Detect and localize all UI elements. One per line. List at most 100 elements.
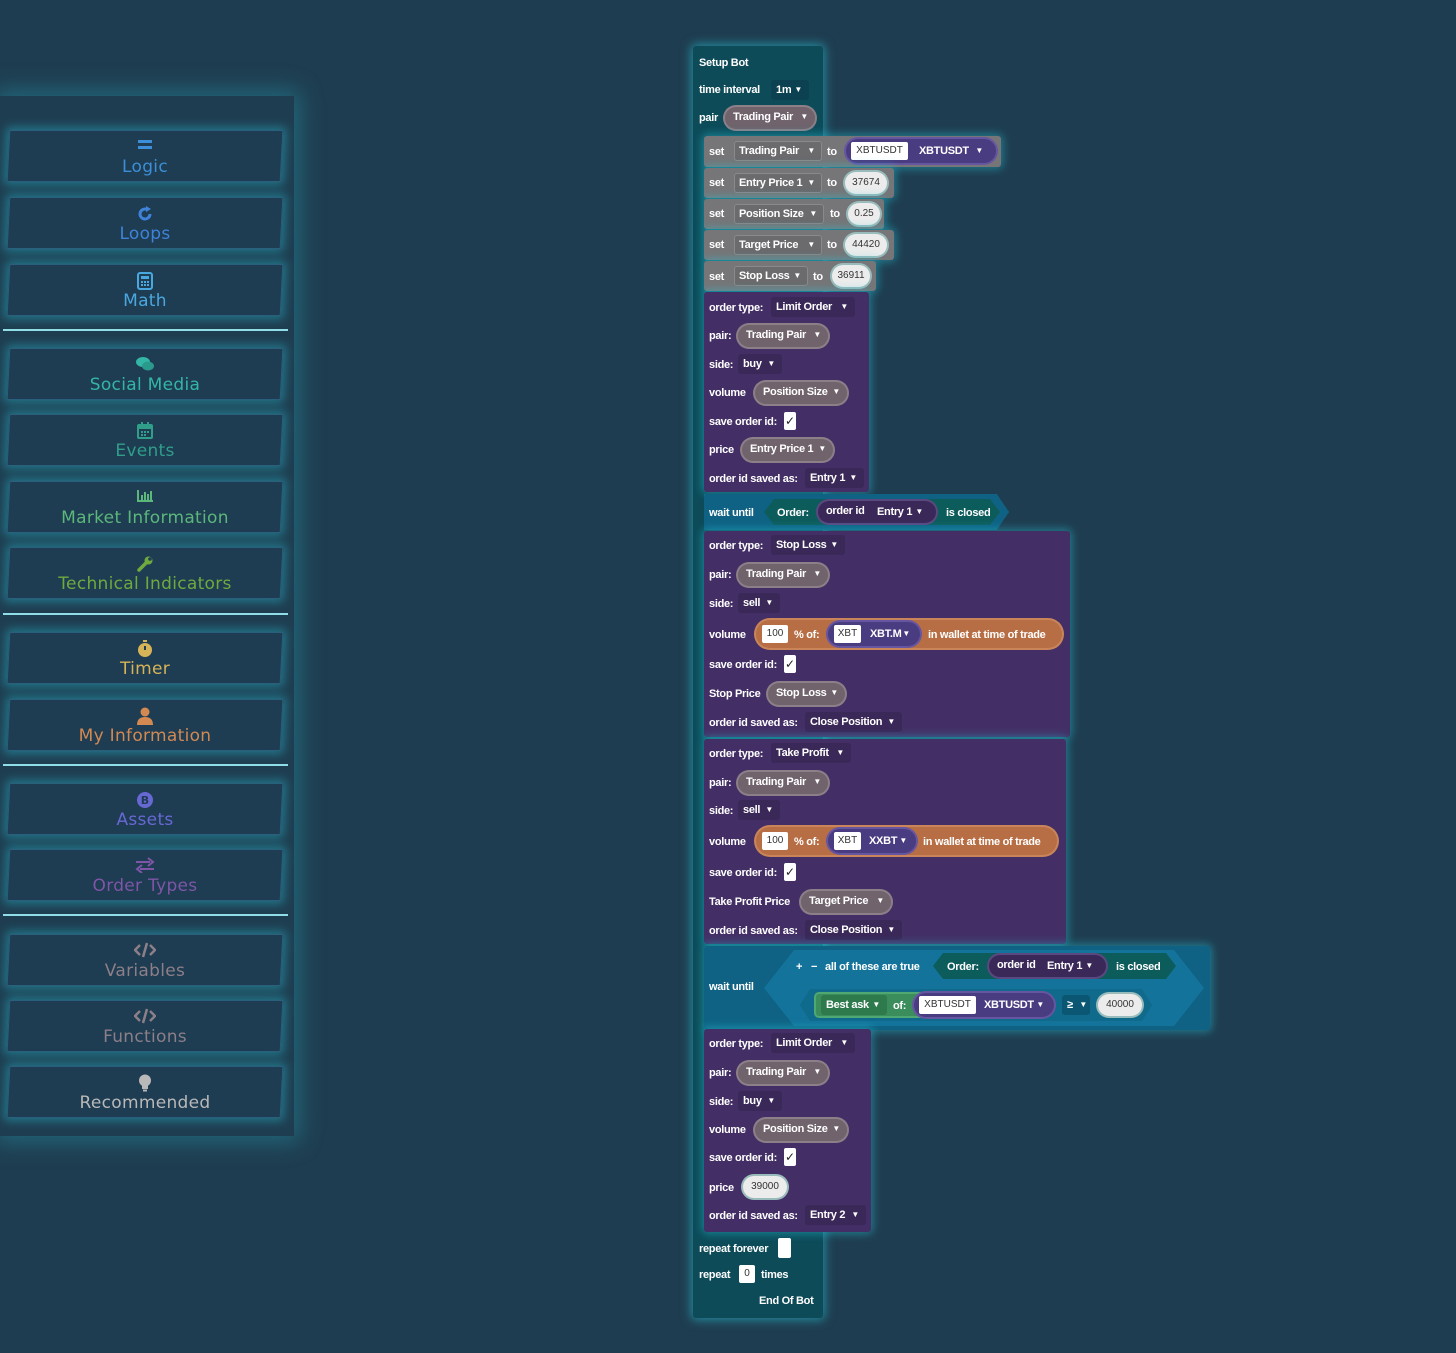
stop-price-variable-dropdown[interactable]: Stop Loss ▼ [768,683,845,705]
category-my-information[interactable]: My Information [6,699,284,751]
price-variable-dropdown[interactable]: Entry Price 1 ▼ [742,439,833,461]
category-timer[interactable]: Timer [6,632,284,684]
pair-variable-dropdown[interactable]: Trading Pair ▼ [738,325,828,347]
pair-label: pair: [709,777,732,789]
side-dropdown[interactable]: sell ▼ [738,800,780,820]
side-label: side: [709,359,734,371]
category-loops[interactable]: Loops [6,197,284,249]
category-order-types[interactable]: Order Types [6,849,284,901]
number-input[interactable]: 36911 [832,265,870,287]
order-id-saved-as-label: order id saved as: [709,925,798,937]
category-label: Social Media [89,375,201,395]
time-interval-dropdown[interactable]: 1m ▼ [771,80,809,100]
order-id-dropdown[interactable]: Entry 2 ▼ [805,1205,866,1225]
number-input[interactable]: 37674 [845,172,887,194]
repeat-forever-checkbox[interactable] [778,1238,791,1258]
pct-of-label: % of: [794,836,820,848]
pair-variable-dropdown[interactable]: Trading Pair ▼ [738,1062,828,1084]
take-profit-variable-dropdown[interactable]: Target Price ▼ [801,891,891,913]
save-order-id-checkbox[interactable]: ✓ [784,412,796,430]
asset-dropdown[interactable]: XBT.M ▼ [865,624,917,644]
percent-input[interactable]: 100 [762,625,788,643]
chevron-down-icon: ▼ [915,507,923,516]
category-assets[interactable]: B Assets [6,783,284,835]
category-recommended[interactable]: Recommended [6,1066,284,1118]
order-label: Order: [947,961,979,973]
order-id-saved-as-label: order id saved as: [709,1210,798,1222]
volume-variable-dropdown[interactable]: Position Size ▼ [755,382,847,404]
order-type-label: order type: [709,748,764,760]
plus-icon[interactable]: + [796,961,803,973]
order-id-dropdown[interactable]: Entry 1 ▼ [1042,956,1100,976]
order-type-label: order type: [709,540,764,552]
set-variable-dropdown[interactable]: Position Size ▼ [734,204,824,224]
category-social-media[interactable]: Social Media [6,348,284,400]
order-id-block[interactable]: order id [989,955,1106,977]
number-input[interactable]: 0.25 [848,203,880,225]
pair-text-input[interactable]: XBTUSDT [851,142,908,160]
repeat-count-input[interactable]: 0 [739,1265,755,1283]
to-label: to [813,271,823,283]
percent-input[interactable]: 100 [762,832,788,850]
order-id-dropdown[interactable]: Entry 1 ▼ [872,502,930,522]
save-order-id-checkbox[interactable]: ✓ [784,655,796,673]
operator-dropdown[interactable]: ≥ ▼ [1062,995,1090,1015]
asset-dropdown[interactable]: XXBT ▼ [864,831,914,851]
pair-variable-dropdown[interactable]: Trading Pair ▼ [738,564,828,586]
category-functions[interactable]: Functions [6,1000,284,1052]
order-label: Order: [777,507,809,519]
set-variable-dropdown[interactable]: Stop Loss ▼ [734,266,808,286]
order-id-saved-as-label: order id saved as: [709,473,798,485]
order-id-dropdown[interactable]: Entry 1 ▼ [805,468,864,488]
order-type-dropdown[interactable]: Take Profit ▼ [771,743,851,763]
category-variables[interactable]: Variables [6,934,284,986]
order-id-dropdown[interactable]: Close Position ▼ [805,920,902,940]
price-number-input[interactable]: 39000 [743,1176,787,1198]
category-logic[interactable]: Logic [6,130,284,182]
order-type-dropdown[interactable]: Limit Order ▼ [771,297,855,317]
order-type-dropdown[interactable]: Stop Loss ▼ [771,535,845,555]
wait-until-label: wait until [709,981,754,993]
minus-icon[interactable]: − [811,961,818,973]
of-label: of: [893,1000,907,1012]
side-label: side: [709,1096,734,1108]
loop-arrow-icon [9,205,281,223]
asset-text-input[interactable]: XBT [834,625,861,643]
code-icon [9,1008,281,1026]
volume-variable-dropdown[interactable]: Position Size ▼ [755,1119,847,1141]
pair-label: pair: [709,330,732,342]
set-variable-dropdown[interactable]: Trading Pair ▼ [734,141,822,161]
side-dropdown[interactable]: buy ▼ [738,1091,782,1111]
save-order-id-checkbox[interactable]: ✓ [784,1148,796,1166]
chevron-down-icon: ▼ [872,1000,880,1009]
order-type-dropdown[interactable]: Limit Order ▼ [771,1033,855,1053]
number-input[interactable]: 40000 [1098,994,1142,1016]
chevron-down-icon: ▼ [849,473,857,482]
side-dropdown[interactable]: sell ▼ [738,593,780,613]
order-id-dropdown[interactable]: Close Position ▼ [805,712,902,732]
asset-text-input[interactable]: XBT [834,832,861,850]
chevron-down-icon: ▼ [813,1067,821,1076]
pair-dropdown[interactable]: XBTUSDT ▼ [979,995,1051,1015]
category-divider [3,329,288,331]
category-technical-indicators[interactable]: Technical Indicators [6,547,284,599]
save-order-id-label: save order id: [709,1152,777,1164]
category-events[interactable]: Events [6,414,284,466]
pair-dropdown[interactable]: XBTUSDT ▼ [914,141,990,161]
set-variable-dropdown[interactable]: Entry Price 1 ▼ [734,173,822,193]
pair-variable-dropdown[interactable]: Trading Pair ▼ [738,772,828,794]
time-interval-label: time interval [699,84,760,96]
volume-label: volume [709,387,746,399]
pair-text-input[interactable]: XBTUSDT [919,996,976,1014]
to-label: to [827,239,837,251]
order-id-block[interactable]: order id [818,501,936,523]
pair-label: pair: [709,1067,732,1079]
number-input[interactable]: 44420 [845,234,887,256]
set-variable-dropdown[interactable]: Target Price ▼ [734,235,822,255]
category-math[interactable]: Math [6,264,284,316]
metric-dropdown[interactable]: Best ask ▼ [821,995,887,1015]
pair-variable-dropdown[interactable]: Trading Pair ▼ [725,107,815,129]
side-dropdown[interactable]: buy ▼ [738,354,782,374]
save-order-id-checkbox[interactable]: ✓ [784,863,796,881]
category-market-information[interactable]: Market Information [6,481,284,533]
